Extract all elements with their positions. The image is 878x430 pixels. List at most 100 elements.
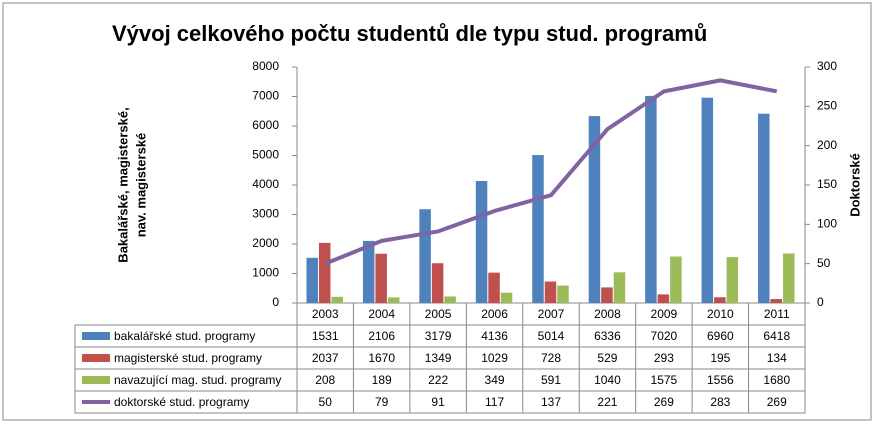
bar	[714, 297, 726, 303]
bar	[657, 294, 670, 303]
table-cell: 6960	[707, 329, 734, 343]
y2-tick-label: 300	[817, 59, 837, 73]
table-cell: 1670	[368, 351, 395, 365]
bar	[331, 296, 343, 303]
table-cell: 189	[372, 373, 392, 387]
y-tick-label: 4000	[252, 177, 279, 191]
bar	[726, 257, 739, 303]
x-tick-label: 2004	[368, 307, 395, 321]
table-cell: 3179	[425, 329, 452, 343]
table-cell: 91	[431, 395, 445, 409]
legend-label: doktorské stud. programy	[114, 395, 249, 409]
x-tick-label: 2003	[312, 307, 339, 321]
y2-axis-label: Doktorské	[847, 153, 862, 217]
table-cell: 221	[597, 395, 617, 409]
y2-tick-label: 150	[817, 177, 837, 191]
y-tick-label: 5000	[252, 148, 279, 162]
line-series	[324, 78, 778, 266]
bar	[601, 287, 613, 303]
y2-tick-label: 200	[817, 138, 837, 152]
x-tick-label: 2006	[481, 307, 508, 321]
table-cell: 1575	[651, 373, 678, 387]
y-tick-label: 6000	[252, 118, 279, 132]
chart-frame	[2, 2, 872, 421]
bar	[701, 97, 714, 304]
bar	[783, 253, 795, 303]
table-cell: 6418	[763, 329, 790, 343]
y2-tick-label: 100	[817, 217, 837, 231]
x-tick-label: 2008	[594, 307, 621, 321]
table-cell: 529	[597, 351, 617, 365]
table-cell: 269	[767, 395, 787, 409]
bar	[500, 292, 513, 303]
table-cell: 137	[541, 395, 561, 409]
bar	[306, 257, 318, 303]
table-cell: 195	[710, 351, 730, 365]
y-tick-label: 7000	[252, 89, 279, 103]
table-cell: 6336	[594, 329, 621, 343]
chart-title: Vývoj celkového počtu studentů dle typu …	[112, 21, 707, 46]
table-cell: 222	[428, 373, 448, 387]
bar	[770, 299, 783, 303]
table-cell: 79	[375, 395, 389, 409]
table-cell: 2037	[312, 351, 339, 365]
bar	[588, 116, 601, 303]
legend-label: magisterské stud. programy	[114, 351, 262, 365]
bar	[488, 272, 500, 303]
legend-key	[82, 354, 110, 362]
table-cell: 117	[485, 395, 504, 409]
bar	[375, 253, 387, 303]
y-tick-label: 2000	[252, 236, 279, 250]
table-cell: 1029	[481, 351, 508, 365]
bar	[670, 256, 682, 303]
legend-label: navazující mag. stud. programy	[114, 373, 281, 387]
table-cell: 7020	[651, 329, 678, 343]
y-tick-label: 1000	[252, 266, 279, 280]
bar	[645, 95, 657, 303]
table-cell: 1556	[707, 373, 734, 387]
bar	[318, 242, 331, 303]
x-tick-label: 2005	[425, 307, 452, 321]
x-tick-label: 2007	[538, 307, 565, 321]
bar	[475, 180, 488, 303]
table-cell: 208	[315, 373, 335, 387]
table-cell: 50	[319, 395, 333, 409]
table-cell: 134	[767, 351, 787, 365]
bar	[532, 155, 544, 303]
y-axis-label: Bakalářské, magisterské,	[115, 107, 130, 262]
y-tick-label: 0	[272, 295, 279, 309]
table-cell: 728	[541, 351, 561, 365]
table-cell: 283	[710, 395, 730, 409]
y2-tick-label: 250	[817, 99, 837, 113]
table-cell: 1349	[425, 351, 452, 365]
x-tick-label: 2010	[707, 307, 734, 321]
y2-tick-label: 50	[817, 256, 831, 270]
bar	[613, 272, 626, 303]
x-tick-label: 2011	[764, 307, 790, 321]
x-tick-label: 2009	[651, 307, 678, 321]
table-cell: 1531	[312, 329, 339, 343]
table-cell: 591	[541, 373, 561, 387]
table-cell: 269	[654, 395, 674, 409]
bar	[419, 209, 431, 303]
legend-label: bakalářské stud. programy	[114, 329, 255, 343]
bar	[557, 285, 569, 303]
y-axis-label: nav. magisterské	[133, 133, 148, 238]
y-tick-label: 8000	[252, 59, 279, 73]
bar	[444, 296, 456, 303]
bar	[362, 240, 375, 303]
table-cell: 349	[485, 373, 505, 387]
table-cell: 1040	[594, 373, 621, 387]
table-cell: 4136	[481, 329, 508, 343]
bar	[758, 113, 770, 303]
table-cell: 293	[654, 351, 674, 365]
legend-key	[82, 332, 110, 340]
bar	[387, 297, 400, 303]
bar	[431, 263, 444, 303]
y2-tick-label: 0	[817, 295, 824, 309]
table-cell: 5014	[538, 329, 565, 343]
table-cell: 2106	[368, 329, 395, 343]
legend-key	[82, 376, 110, 384]
y-tick-label: 3000	[252, 207, 279, 221]
